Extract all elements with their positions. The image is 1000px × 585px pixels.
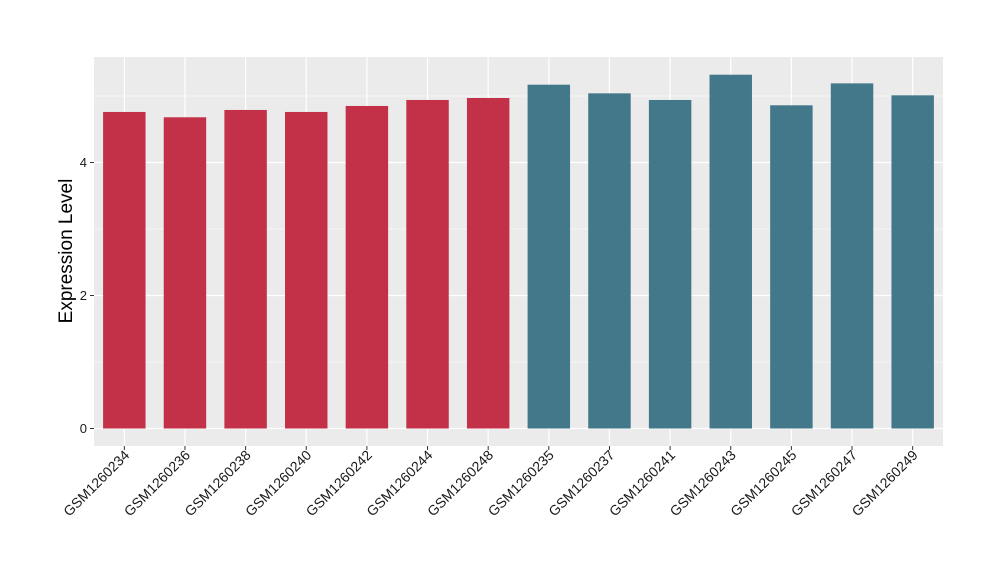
y-axis: 0 2 4 bbox=[80, 155, 94, 436]
x-axis: GSM1260234GSM1260236GSM1260238GSM1260240… bbox=[60, 446, 921, 519]
bar-GSM1260241 bbox=[648, 99, 692, 429]
bar-GSM1260242 bbox=[345, 105, 389, 429]
y-tick-label: 2 bbox=[80, 288, 87, 303]
y-tick-label: 4 bbox=[80, 155, 87, 170]
bar-GSM1260240 bbox=[285, 111, 328, 429]
y-axis-label: Expression Level bbox=[56, 179, 77, 324]
bar-GSM1260243 bbox=[709, 74, 752, 429]
bar-GSM1260247 bbox=[830, 83, 874, 429]
bar-GSM1260244 bbox=[406, 99, 449, 429]
y-tick-label: 0 bbox=[80, 421, 87, 436]
bar-GSM1260234 bbox=[103, 111, 146, 429]
bar-GSM1260249 bbox=[891, 95, 934, 429]
bar-GSM1260238 bbox=[224, 109, 267, 429]
bar-GSM1260236 bbox=[163, 117, 207, 429]
bars bbox=[103, 74, 934, 429]
bar-GSM1260245 bbox=[770, 105, 813, 429]
bar-GSM1260237 bbox=[588, 93, 631, 429]
bar-GSM1260235 bbox=[527, 84, 571, 429]
plot-panel bbox=[94, 57, 943, 446]
bar-GSM1260248 bbox=[466, 97, 510, 429]
